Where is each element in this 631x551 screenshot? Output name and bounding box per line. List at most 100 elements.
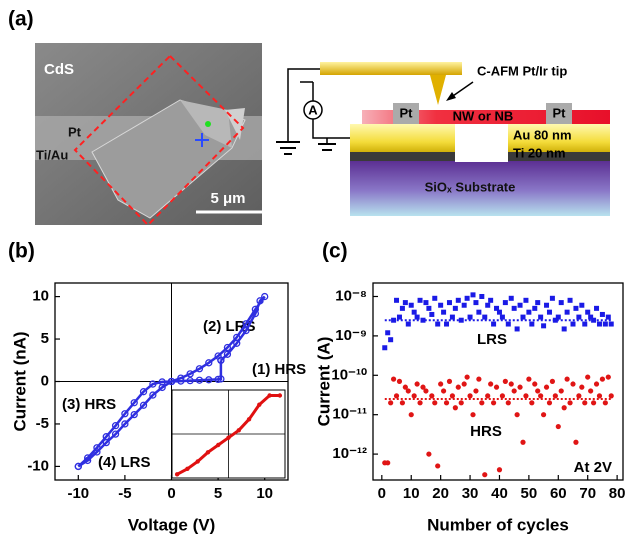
data-point [452,405,458,411]
inset-point [257,402,262,407]
data-point [455,384,461,390]
data-point [223,350,232,358]
data-point [602,321,608,327]
inset-point [277,393,283,398]
data-point [517,302,523,308]
data-point [476,309,482,315]
data-point [520,439,526,445]
inset-point [246,417,252,422]
data-point [502,378,508,384]
data-point [499,314,505,320]
data-point [382,345,388,351]
data-point [435,463,441,469]
data-point [511,305,517,311]
y-tick-label: 10 [32,288,49,305]
data-point [261,292,269,301]
sem-label: Pt [68,124,82,139]
data-point [385,330,391,336]
sem-label: CdS [44,61,74,78]
inset-point [236,428,241,433]
data-point [441,309,447,315]
data-point [149,380,157,388]
data-point [449,393,456,399]
schematic-label: NW or NB [453,108,514,123]
sem-label: Ti/Au [36,147,68,162]
ammeter-label: A [308,102,318,117]
x-tick-label: 40 [491,485,508,502]
data-point [482,472,488,478]
data-point [502,300,508,306]
data-point [540,412,547,418]
data-point [482,314,488,320]
data-point [582,400,588,406]
data-point [564,309,570,315]
data-point [429,311,435,317]
data-point [535,388,541,394]
data-point [496,467,503,473]
data-point [558,388,564,394]
data-point [414,314,420,320]
data-point [538,314,544,320]
x-axis-title: Voltage (V) [128,515,216,534]
data-point [396,314,402,320]
data-point [396,378,403,384]
data-point [538,393,544,399]
data-point [102,438,110,447]
data-point [555,423,561,430]
x-tick-label: 80 [609,485,626,502]
sem-image [35,43,262,227]
data-point [579,384,585,390]
data-point [111,422,120,430]
data-point [388,400,394,406]
data-point [544,302,550,308]
data-point [485,393,491,399]
data-point [555,314,561,320]
data-point [74,462,82,471]
data-point [130,410,138,419]
data-point [585,374,591,380]
data-point [546,400,553,406]
data-point [452,305,458,311]
data-point [599,376,606,382]
inset-point [174,472,180,477]
data-point [488,297,494,303]
schematic [276,62,610,216]
data-point [596,321,602,327]
data-point [558,300,564,306]
x-tick-label: 10 [403,485,420,502]
data-point [139,401,148,409]
panel-label: (c) [322,240,348,263]
data-point [535,300,541,306]
data-point [177,374,185,382]
data-point [605,374,611,380]
schematic-label: Pt [400,105,414,120]
data-point [195,376,204,384]
data-point [608,321,614,327]
data-point [573,305,579,311]
data-point [505,400,511,406]
data-point [608,393,614,399]
series-label: HRS [470,423,502,440]
data-point [461,302,467,308]
inset-point [205,450,211,455]
data-point [214,375,222,384]
data-point [470,292,476,298]
data-point [573,439,579,445]
data-point [494,305,500,311]
x-axis-title: Number of cycles [427,515,569,534]
data-point [529,400,535,406]
data-point [420,317,426,323]
data-point [167,377,176,386]
data-point [461,381,467,387]
data-point [394,297,400,303]
data-point [599,311,605,317]
data-point [414,381,420,387]
data-point [423,300,429,306]
data-point [93,448,101,456]
y-tick-label: 5 [41,330,49,347]
inset-point [216,442,221,448]
data-point [499,393,506,399]
data-point [411,309,417,315]
data-point [417,297,423,303]
